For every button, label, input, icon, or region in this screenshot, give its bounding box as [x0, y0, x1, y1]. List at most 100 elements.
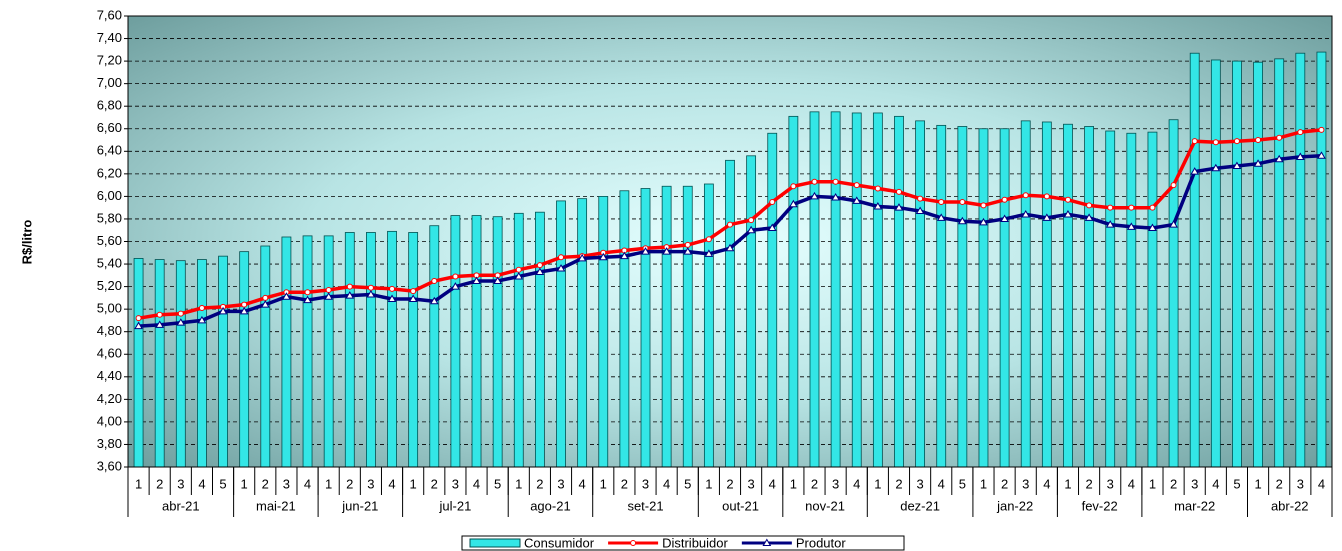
y-tick-label: 4,40 — [97, 368, 122, 383]
marker — [1232, 161, 1242, 169]
marker — [1253, 159, 1263, 167]
bar — [978, 128, 989, 468]
x-tick-label: 4 — [663, 476, 670, 491]
marker — [410, 288, 417, 295]
marker — [810, 191, 819, 200]
marker — [1042, 213, 1052, 221]
month-label: fev-22 — [1082, 498, 1118, 513]
y-tick-label: 7,20 — [97, 53, 122, 68]
bar — [725, 159, 735, 468]
bar — [577, 198, 588, 468]
marker — [1318, 126, 1325, 133]
month-label: jul-21 — [439, 498, 472, 513]
marker — [980, 202, 987, 209]
x-tick-label: 3 — [832, 476, 839, 491]
x-tick-label: 1 — [1149, 476, 1156, 491]
x-tick-label: 1 — [600, 476, 607, 491]
marker — [1063, 209, 1073, 218]
marker — [156, 311, 163, 318]
bar — [175, 260, 186, 468]
bar — [936, 124, 947, 468]
y-tick-label: 3,80 — [97, 436, 122, 451]
marker — [895, 188, 902, 195]
x-tick-label: 3 — [367, 476, 374, 491]
y-tick-label: 4,80 — [97, 323, 122, 338]
y-tick-label: 5,00 — [97, 301, 122, 316]
bar — [894, 115, 904, 468]
x-tick-label: 1 — [410, 476, 417, 491]
y-tick-label: 6,00 — [97, 188, 122, 203]
bar — [661, 185, 672, 468]
marker — [746, 225, 756, 234]
bar — [788, 115, 799, 468]
bar — [556, 200, 566, 468]
bar — [260, 245, 271, 468]
marker — [451, 282, 460, 290]
x-tick-label: 4 — [769, 476, 776, 491]
x-tick-label: 1 — [241, 476, 248, 491]
x-tick-label: 2 — [536, 476, 543, 491]
marker — [957, 216, 967, 225]
x-tick-label: 4 — [473, 476, 480, 491]
marker — [1170, 182, 1177, 189]
marker — [345, 291, 355, 299]
marker — [938, 199, 945, 206]
bar — [682, 185, 693, 468]
marker — [1276, 134, 1283, 141]
bar — [239, 251, 250, 468]
marker — [598, 252, 608, 261]
x-tick-label: 4 — [1212, 476, 1219, 491]
marker — [535, 267, 545, 275]
bar — [323, 235, 334, 468]
x-tick-label: 5 — [684, 476, 691, 491]
bar — [133, 258, 144, 468]
marker — [260, 300, 270, 308]
bar — [1189, 52, 1200, 468]
marker — [429, 296, 439, 305]
marker — [431, 277, 438, 284]
marker — [262, 294, 269, 301]
x-tick-label: 2 — [346, 476, 353, 491]
x-tick-label: 5 — [1233, 476, 1240, 491]
marker — [282, 292, 291, 300]
bar — [281, 236, 292, 468]
x-tick-label: 4 — [1043, 476, 1050, 491]
marker — [662, 247, 672, 255]
x-tick-label: 5 — [959, 476, 966, 491]
marker — [325, 286, 332, 293]
bar — [1084, 126, 1094, 468]
x-tick-label: 2 — [1001, 476, 1008, 491]
marker — [767, 223, 777, 231]
marker — [304, 289, 311, 296]
month-label: jan-22 — [996, 498, 1033, 513]
legend: Consumidor Distribuidor Produtor — [461, 535, 905, 551]
month-label: mai-21 — [256, 498, 296, 513]
bar — [344, 232, 355, 468]
plot-border — [127, 15, 1333, 468]
marker — [1107, 204, 1114, 211]
bar — [1253, 61, 1263, 468]
marker — [1191, 138, 1198, 145]
y-tick-label: 5,20 — [97, 278, 122, 293]
marker — [852, 196, 862, 204]
marker — [1022, 192, 1029, 199]
y-tick-label: 7,40 — [97, 30, 122, 45]
marker — [788, 199, 798, 208]
marker — [1169, 220, 1178, 228]
bar — [703, 183, 714, 468]
marker — [452, 273, 459, 280]
y-tick-label: 6,20 — [97, 165, 122, 180]
bar — [1041, 121, 1052, 468]
month-label: mar-22 — [1174, 498, 1215, 513]
x-tick-label: 4 — [853, 476, 860, 491]
bar — [1210, 59, 1221, 468]
marker — [536, 262, 543, 269]
x-tick-label: 3 — [452, 476, 459, 491]
x-tick-label: 2 — [726, 476, 733, 491]
marker — [1001, 196, 1008, 203]
x-tick-label: 2 — [811, 476, 818, 491]
x-tick-label: 4 — [1128, 476, 1135, 491]
marker — [1043, 193, 1050, 200]
bar — [1232, 60, 1242, 468]
marker — [684, 241, 691, 248]
